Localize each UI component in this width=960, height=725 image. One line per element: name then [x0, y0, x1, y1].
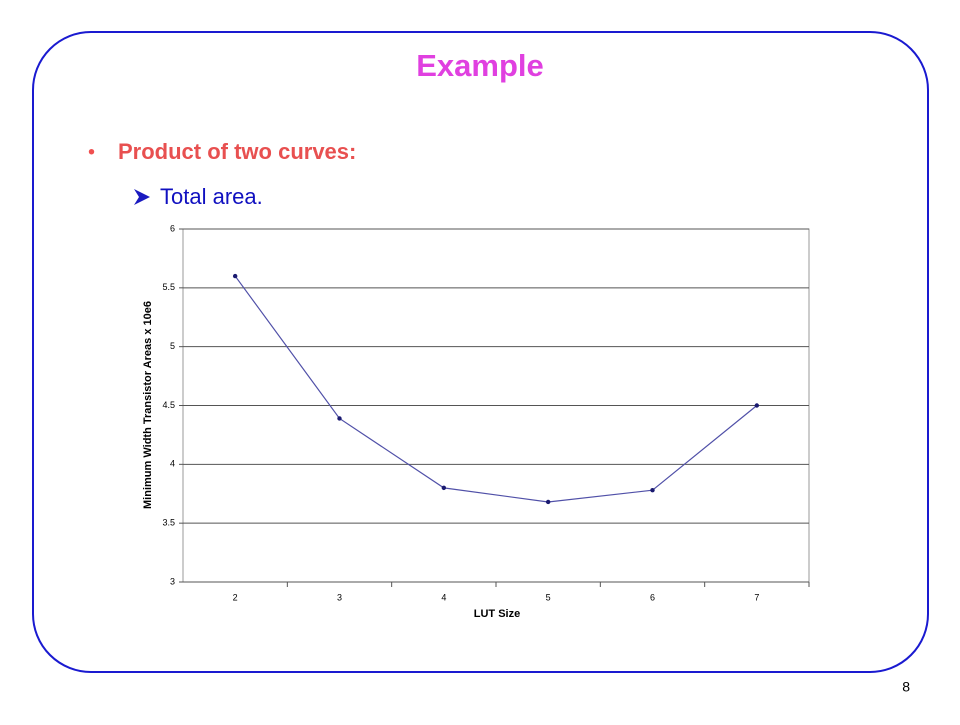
y-tick-label: 4 — [170, 459, 175, 469]
x-tick-label: 4 — [441, 592, 446, 602]
y-tick-label: 4.5 — [162, 400, 175, 410]
y-tick-label: 5.5 — [162, 282, 175, 292]
x-tick-label: 6 — [650, 592, 655, 602]
y-tick-label: 5 — [170, 341, 175, 351]
series-line — [234, 275, 758, 503]
data-point — [232, 273, 238, 279]
slide-title: Example — [416, 48, 544, 83]
data-point — [545, 499, 551, 505]
y-tick-label: 6 — [170, 223, 175, 233]
data-point — [441, 485, 447, 491]
x-tick-label: 2 — [233, 592, 238, 602]
y-axis-title: Minimum Width Transistor Areas x 10e6 — [142, 301, 154, 509]
bullet-text: Product of two curves: — [118, 139, 356, 164]
x-tick-label: 7 — [754, 592, 759, 602]
x-tick-label: 3 — [337, 592, 342, 602]
y-tick-label: 3.5 — [162, 518, 175, 528]
data-point — [650, 488, 655, 493]
y-tick-label: 3 — [170, 576, 175, 586]
page-number: 8 — [902, 679, 910, 695]
data-point — [337, 416, 342, 421]
x-tick-label: 5 — [546, 592, 551, 602]
sub-bullet-arrow — [134, 189, 150, 205]
data-point — [754, 403, 760, 408]
slide-frame — [32, 31, 929, 673]
x-axis-title: LUT Size — [474, 608, 520, 620]
sub-bullet-text: Total area. — [160, 184, 263, 209]
bullet-dot: • — [88, 141, 95, 163]
